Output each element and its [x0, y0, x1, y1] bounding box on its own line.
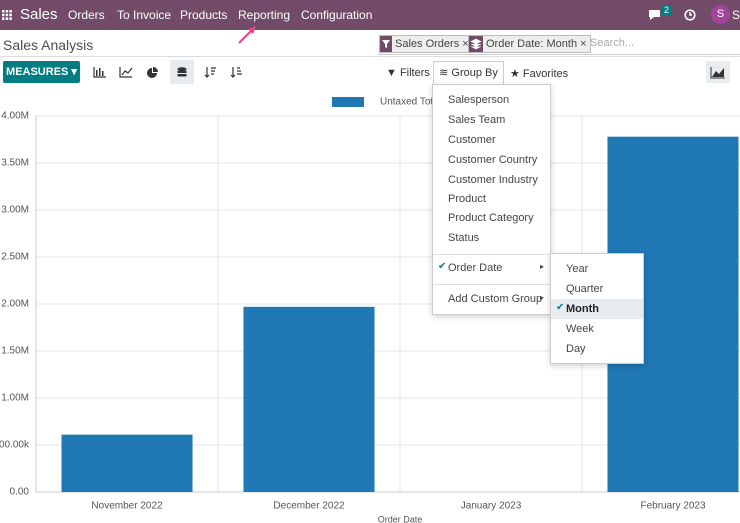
badge: 2 [661, 5, 673, 15]
selected-highlight [551, 299, 643, 319]
x-tick-label: December 2022 [273, 501, 345, 512]
divider [0, 56, 740, 57]
filters-button[interactable]: ▼ Filters [386, 67, 430, 79]
chat-icon[interactable] [648, 8, 662, 21]
menu-option[interactable]: Product Category [448, 212, 534, 224]
menu-option[interactable]: Week [566, 323, 594, 335]
group-by-button[interactable]: ≋ Group By [433, 61, 504, 84]
facet[interactable]: Sales Orders × [379, 35, 473, 53]
x-tick-label: January 2023 [461, 501, 522, 512]
bar [243, 306, 375, 492]
submenu-caret: ▸ [540, 262, 545, 271]
menu-option[interactable]: Status [448, 232, 480, 244]
menu-item[interactable]: To Invoice [117, 8, 172, 22]
group-by-label: Group By [451, 67, 498, 79]
menu-item[interactable]: Reporting [238, 8, 291, 22]
chart: Untaxed Total Order Date 0.00 500.00k 1.00… [0, 97, 740, 523]
x-tick-label: February 2023 [640, 501, 705, 512]
facet-label: Order Date: Month [486, 38, 578, 50]
menu-option[interactable]: Customer Industry [448, 174, 538, 186]
check-icon: ✔ [438, 261, 447, 272]
page-title: Sales Analysis [3, 37, 94, 53]
menu-item[interactable]: Products [180, 8, 228, 22]
legend-label: Untaxed Total [380, 97, 441, 108]
view-toolbar[interactable] [86, 60, 256, 84]
pointer-arrow [238, 26, 256, 44]
group-by-menu: Salesperson Sales Team Customer Customer… [432, 84, 551, 315]
menu-option[interactable]: Day [566, 343, 586, 355]
search-placeholder[interactable]: Search... [590, 37, 635, 49]
app-name[interactable]: Sales [20, 6, 58, 23]
filters-label: Filters [399, 67, 430, 79]
check-icon: ✔ [556, 302, 565, 313]
favorites-button[interactable]: ★ Favorites [510, 68, 569, 80]
search-bar[interactable] [378, 33, 740, 55]
interval-menu: Year Quarter ✔ Month Week Day [550, 253, 644, 364]
menu-item[interactable]: Configuration [301, 8, 373, 22]
menu-option[interactable]: Customer [448, 134, 496, 146]
favorites-label: Favorites [522, 68, 569, 80]
menu-option[interactable]: Quarter [566, 283, 604, 295]
menu-option[interactable]: Salesperson [448, 94, 510, 106]
separator [433, 284, 550, 285]
legend-swatch [332, 97, 364, 107]
clock-icon[interactable] [684, 9, 696, 21]
y-tick-label: 1.00M [1, 393, 29, 404]
y-tick-label: 3.00M [1, 205, 29, 216]
menu-option[interactable]: Product [448, 193, 486, 205]
menu-item[interactable]: Orders [68, 8, 105, 22]
x-tick-label: November 2022 [91, 501, 163, 512]
facet[interactable]: Order Date: Month × [468, 35, 591, 53]
y-tick-label: 2.50M [1, 252, 29, 263]
x-axis-title: Order Date [378, 514, 423, 523]
menu-option[interactable]: Add Custom Group [448, 293, 543, 305]
separator [433, 254, 550, 255]
y-tick-label: 1.50M [1, 346, 29, 357]
y-tick-label: 500.00k [0, 440, 30, 451]
avatar[interactable]: S [711, 5, 730, 24]
menu-option[interactable]: Year [566, 263, 589, 275]
menu-option[interactable]: Order Date [448, 262, 503, 274]
menu-option[interactable]: Month [566, 303, 599, 315]
y-tick-label: 2.00M [1, 299, 29, 310]
measures-label: MEASURES [6, 66, 69, 78]
bar [61, 434, 193, 492]
facet-label: Sales Orders [395, 38, 460, 50]
y-tick-label: 0.00 [10, 487, 30, 498]
y-tick-label: 3.50M [1, 158, 29, 169]
measures-button[interactable]: MEASURES ▾ [3, 61, 80, 83]
navbar: Sales Orders To Invoice Products Reporti… [0, 0, 740, 30]
menu-option[interactable]: Sales Team [448, 114, 506, 126]
menu-option[interactable]: Customer Country [448, 154, 538, 166]
submenu-caret: ▸ [540, 293, 545, 302]
apps-icon[interactable] [2, 10, 12, 20]
user-name[interactable]: Sa [732, 8, 740, 22]
y-tick-label: 4.00M [1, 111, 29, 122]
area-view-button[interactable] [706, 61, 730, 83]
